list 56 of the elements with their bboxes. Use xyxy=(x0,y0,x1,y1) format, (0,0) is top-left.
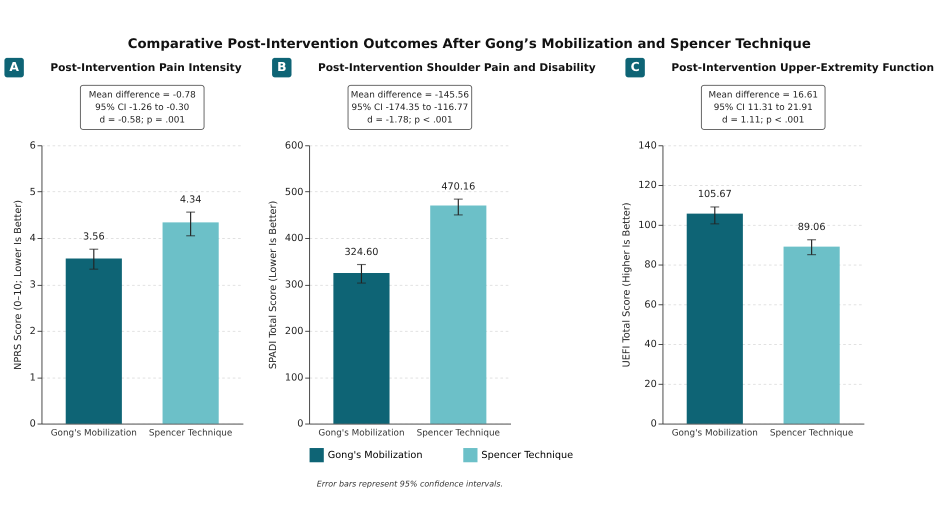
text: A xyxy=(9,60,20,74)
y-tick-label: 0 xyxy=(297,418,304,430)
y-axis-title: NPRS Score (0–10; Lower Is Better) xyxy=(12,200,24,370)
y-tick-label: 6 xyxy=(30,140,36,152)
y-tick-label: 0 xyxy=(30,418,36,430)
y-axis-title: UEFI Total Score (Higher Is Better) xyxy=(621,202,632,368)
text: Mean difference = -145.56 xyxy=(350,90,470,101)
x-tick-label: Spencer Technique xyxy=(416,428,500,439)
data-label: 4.34 xyxy=(180,194,202,206)
legend-label: Gong's Mobilization xyxy=(328,450,422,461)
y-tick-label: 5 xyxy=(30,186,36,198)
y-tick-label: 100 xyxy=(284,372,304,384)
y-tick-label: 300 xyxy=(284,280,304,291)
x-tick-label: Gong's Mobilization xyxy=(672,428,758,439)
text: 95% CI -1.26 to -0.30 xyxy=(95,103,190,114)
data-label: 105.67 xyxy=(698,189,732,200)
data-label: 89.06 xyxy=(798,222,826,234)
text: Mean difference = 16.61 xyxy=(708,90,818,101)
y-tick-label: 200 xyxy=(284,326,304,337)
y-tick-label: 0 xyxy=(650,418,657,430)
text: C xyxy=(630,60,640,74)
text: d = -0.58; p = .001 xyxy=(99,115,185,126)
text: Comparative Post-Intervention Outcomes After Gong’s Mobilization and Spencer Technique xyxy=(128,37,811,52)
text: Error bars represent 95% confidence intervals. xyxy=(316,479,503,488)
y-tick-label: 3 xyxy=(30,280,36,291)
y-tick-label: 4 xyxy=(30,233,36,244)
y-tick-label: 400 xyxy=(284,233,304,244)
y-tick-label: 600 xyxy=(284,140,304,152)
chart-title: Post-Intervention Shoulder Pain and Disability xyxy=(318,62,596,74)
data-label: 324.60 xyxy=(344,246,378,258)
chart-title: Post-Intervention Pain Intensity xyxy=(50,62,242,74)
y-tick-label: 60 xyxy=(644,299,657,310)
y-axis-title: SPADI Total Score (Lower Is Better) xyxy=(268,200,280,370)
x-tick-label: Gong's Mobilization xyxy=(50,428,137,439)
x-tick-label: Gong's Mobilization xyxy=(318,428,405,439)
x-tick-label: Spencer Technique xyxy=(148,428,232,439)
text: 95% CI 11.31 to 21.91 xyxy=(714,103,813,114)
y-tick-label: 120 xyxy=(638,180,657,192)
legend-label: Spencer Technique xyxy=(481,450,574,461)
text: B xyxy=(277,60,286,74)
chart-title: Post-Intervention Upper-Extremity Function xyxy=(671,62,934,74)
y-tick-label: 40 xyxy=(644,339,657,350)
text: d = -1.78; p < .001 xyxy=(367,115,453,126)
text: Mean difference = -0.78 xyxy=(88,90,196,101)
y-tick-label: 140 xyxy=(638,140,657,152)
y-tick-label: 100 xyxy=(638,220,657,231)
data-label: 470.16 xyxy=(441,181,476,192)
y-tick-label: 20 xyxy=(644,378,657,390)
data-label: 3.56 xyxy=(83,232,105,243)
y-tick-label: 1 xyxy=(30,372,36,384)
y-tick-label: 2 xyxy=(30,326,36,337)
y-tick-label: 80 xyxy=(644,260,657,271)
y-tick-label: 500 xyxy=(284,186,304,198)
text: 95% CI -174.35 to -116.77 xyxy=(352,103,468,114)
x-tick-label: Spencer Technique xyxy=(770,428,854,439)
text: d = 1.11; p < .001 xyxy=(722,115,804,126)
